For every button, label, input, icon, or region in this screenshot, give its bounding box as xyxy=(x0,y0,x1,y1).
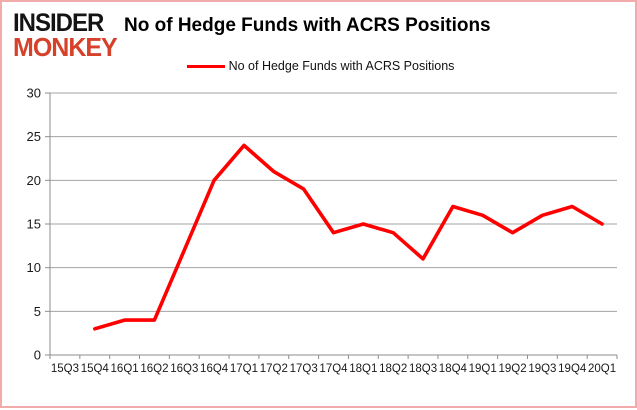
y-tick-label: 20 xyxy=(27,173,41,188)
x-tick-label: 17Q2 xyxy=(260,363,288,375)
x-tick-label: 15Q4 xyxy=(81,363,110,375)
x-tick-label: 20Q1 xyxy=(588,363,616,375)
x-tick-label: 19Q1 xyxy=(469,363,497,375)
x-tick-label: 18Q2 xyxy=(379,363,407,375)
x-tick-label: 19Q4 xyxy=(558,363,587,375)
logo-text-insider: INSIDER xyxy=(13,8,104,38)
y-tick-label: 25 xyxy=(27,129,41,144)
y-tick-label: 0 xyxy=(34,348,41,363)
x-tick-label: 19Q3 xyxy=(528,363,556,375)
x-tick-label: 18Q4 xyxy=(439,363,468,375)
insider-monkey-logo: INSIDER MONKEY xyxy=(13,8,125,62)
x-tick-label: 15Q3 xyxy=(51,363,79,375)
x-tick-label: 16Q2 xyxy=(140,363,168,375)
x-tick-label: 18Q3 xyxy=(409,363,437,375)
y-tick-label: 30 xyxy=(27,86,41,101)
y-tick-label: 15 xyxy=(27,217,41,232)
x-tick-label: 17Q3 xyxy=(290,363,318,375)
series-line xyxy=(93,143,604,331)
x-tick-label: 18Q1 xyxy=(349,363,377,375)
y-tick-label: 10 xyxy=(27,260,41,275)
x-tick-label: 19Q2 xyxy=(498,363,526,375)
legend-line-swatch xyxy=(186,64,225,68)
x-tick-label: 16Q3 xyxy=(170,363,198,375)
x-tick-label: 17Q1 xyxy=(230,363,258,375)
logo-text-monkey: MONKEY xyxy=(13,32,118,62)
legend-label: No of Hedge Funds with ACRS Positions xyxy=(228,59,455,73)
y-tick-label: 5 xyxy=(34,304,41,319)
chart-legend: No of Hedge Funds with ACRS Positions xyxy=(2,59,637,73)
x-tick-label: 17Q4 xyxy=(319,363,348,375)
x-tick-label: 16Q1 xyxy=(111,363,139,375)
chart-title: No of Hedge Funds with ACRS Positions xyxy=(124,15,491,36)
x-tick-label: 16Q4 xyxy=(200,363,229,375)
